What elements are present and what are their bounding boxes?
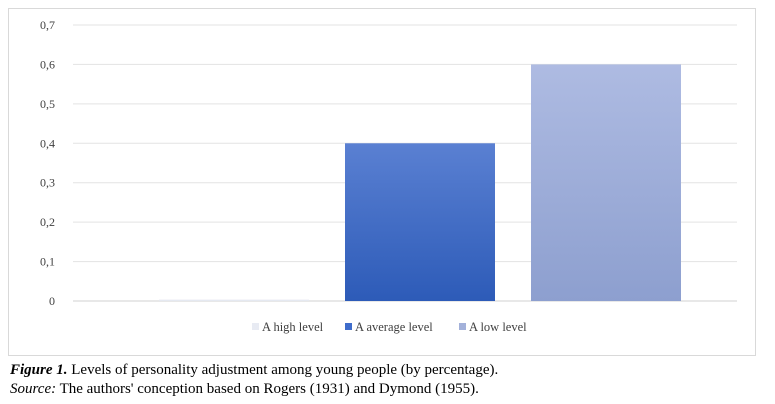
legend-swatch (459, 323, 466, 330)
source-line: Source: The authors' conception based on… (10, 380, 770, 399)
legend-label: A high level (262, 320, 324, 334)
legend-label: A low level (469, 320, 527, 334)
figure-label: Figure 1. (10, 362, 68, 378)
bar (345, 143, 495, 301)
chart-frame: 0 0,1 0,2 0,3 0,4 0,5 0,6 0,7 A high level A ave… (8, 8, 756, 356)
y-tick-label: 0 (49, 294, 55, 308)
figure-caption-line: Figure 1. Levels of personality adjustme… (10, 361, 770, 380)
y-tick-label: 0,2 (40, 215, 55, 229)
source-label: Source: (10, 381, 57, 397)
legend-label: A average level (355, 320, 433, 334)
bars (159, 64, 681, 301)
source-text: The authors' conception based on Rogers … (56, 381, 479, 397)
legend-swatch (345, 323, 352, 330)
bar (531, 64, 681, 301)
y-tick-label: 0,1 (40, 255, 55, 269)
y-tick-label: 0,4 (40, 136, 55, 150)
bar (159, 299, 309, 301)
figure-caption: Figure 1. Levels of personality adjustme… (10, 361, 770, 399)
y-tick-label: 0,7 (40, 18, 55, 32)
legend-swatch (252, 323, 259, 330)
legend: A high level A average level A low level (252, 320, 527, 334)
bar-chart: 0 0,1 0,2 0,3 0,4 0,5 0,6 0,7 A high level A ave… (40, 18, 737, 334)
figure-caption-text: Levels of personality adjustment among y… (67, 362, 499, 378)
y-axis-ticks: 0 0,1 0,2 0,3 0,4 0,5 0,6 0,7 (40, 18, 55, 308)
y-tick-label: 0,3 (40, 176, 55, 190)
y-tick-label: 0,6 (40, 57, 55, 71)
y-tick-label: 0,5 (40, 97, 55, 111)
